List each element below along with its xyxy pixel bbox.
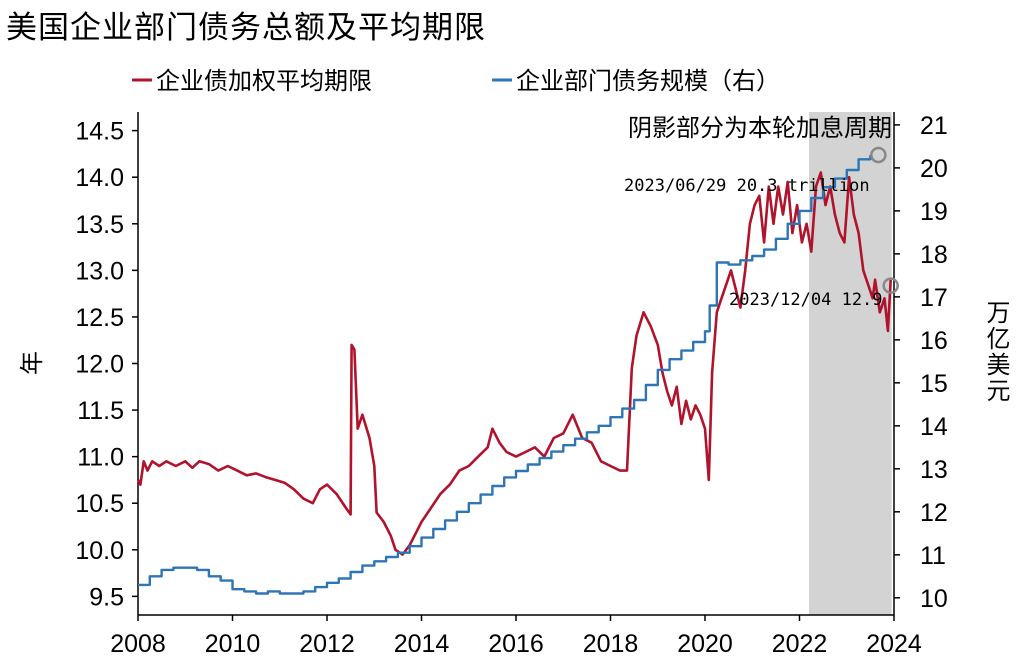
y-left-tick-label: 12.5 [75,304,124,332]
legend-label-1: 企业债加权平均期限 [156,67,372,95]
legend-label-2: 企业部门债务规模（右） [516,67,780,95]
y-left-tick-label: 10.0 [75,537,124,565]
x-tick-label: 2022 [772,630,828,658]
x-tick-label: 2012 [299,630,355,658]
annotation-label-1: 2023/06/29 20.3 trillion [624,176,870,196]
y-right-axis-title: 万亿美元 [982,300,1010,404]
series-line-2 [138,155,872,595]
y-left-axis-title: 年 [18,351,46,375]
y-right-tick-label: 19 [920,198,948,226]
x-tick-label: 2010 [205,630,261,658]
y-right-tick-label: 10 [920,585,948,613]
y-left-tick-label: 14.0 [75,164,124,192]
x-tick-label: 2016 [488,630,544,658]
x-tick-label: 2020 [677,630,733,658]
x-tick-label: 2014 [394,630,450,658]
y-right-tick-label: 16 [920,327,948,355]
y-left-tick-label: 14.5 [75,118,124,146]
y-right-tick-label: 21 [920,112,948,140]
y-left-tick-label: 11.5 [77,397,124,425]
y-left-tick-label: 11.0 [77,444,124,472]
chart-title: 美国企业部门债务总额及平均期限 [6,10,486,46]
y-right-tick-label: 18 [920,241,948,269]
y-left-tick-label: 9.5 [89,583,124,611]
x-tick-label: 2024 [866,630,922,658]
y-right-tick-label: 13 [920,456,948,484]
annotation-marker-1 [870,146,887,164]
y-left-tick-label: 10.5 [75,490,124,518]
annotation-label-2: 2023/12/04 12.9 [729,290,883,310]
shaded-region-label: 阴影部分为本轮加息周期 [628,114,892,142]
annotation-marker-2 [882,277,899,294]
series-line-1 [136,171,892,556]
y-left-tick-label: 13.0 [75,257,124,285]
y-right-tick-label: 20 [920,155,948,183]
y-right-tick-label: 11 [920,542,946,570]
y-right-tick-label: 14 [920,413,948,441]
x-tick-label: 2008 [110,630,166,658]
y-left-tick-label: 13.5 [75,211,124,239]
y-right-tick-label: 15 [920,370,948,398]
y-left-tick-label: 12.0 [75,351,124,379]
x-tick-label: 2018 [583,630,639,658]
y-right-tick-label: 12 [920,499,948,527]
y-right-tick-label: 17 [920,284,948,312]
